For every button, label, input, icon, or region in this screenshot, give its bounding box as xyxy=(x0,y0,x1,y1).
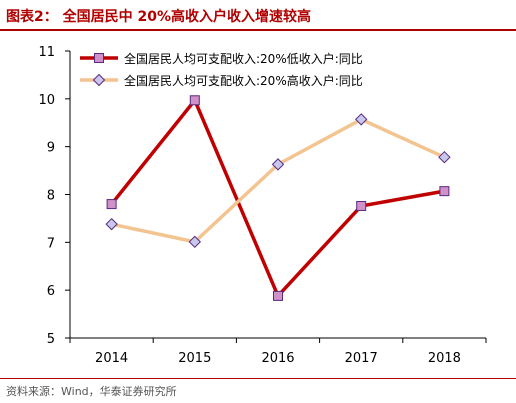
data-point xyxy=(354,113,368,126)
x-tick-label: 2016 xyxy=(261,351,294,366)
x-tick-label: 2014 xyxy=(95,351,128,366)
y-tick-label: 10 xyxy=(38,93,55,108)
data-point xyxy=(439,186,450,197)
y-tick-label: 5 xyxy=(47,332,55,347)
x-axis: 2014 2015 2016 2017 2018 xyxy=(69,337,487,366)
legend-marker xyxy=(94,53,104,63)
legend-marker xyxy=(92,73,106,87)
data-point xyxy=(189,95,200,106)
data-point xyxy=(273,290,283,301)
legend: 全国居民人均可支配收入:20%低收入户:同比全国居民人均可支配收入:20%高收入… xyxy=(80,51,363,88)
x-tick-label: 2017 xyxy=(345,351,378,366)
y-tick-label: 6 xyxy=(47,284,55,299)
data-point xyxy=(188,235,202,249)
y-tick-label: 9 xyxy=(47,141,55,156)
series-lines xyxy=(110,98,446,298)
y-tick-label: 8 xyxy=(47,189,55,204)
x-tick-label: 2018 xyxy=(428,351,461,366)
legend-label: 全国居民人均可支配收入:20%高收入户:同比 xyxy=(124,73,363,88)
series-markers xyxy=(105,95,451,301)
data-point xyxy=(106,199,117,210)
series-line-2 xyxy=(111,117,446,244)
chart-title: 图表2： 全国居民中 20%高收入户收入增速较高 xyxy=(6,9,311,25)
title-divider xyxy=(0,29,516,31)
footer-divider xyxy=(0,378,516,379)
y-tick-label: 11 xyxy=(38,45,55,60)
line-chart: 5 6 7 8 9 10 11 2014 2015 2016 2017 2018 全国居民人均可支配… xyxy=(38,45,487,366)
source-note: 资料来源：Wind，华泰证券研究所 xyxy=(6,385,177,398)
legend-label: 全国居民人均可支配收入:20%低收入户:同比 xyxy=(124,51,363,66)
series-line-1 xyxy=(110,98,445,298)
title-bar: 图表2： 全国居民中 20%高收入户收入增速较高 xyxy=(0,0,516,31)
data-point xyxy=(105,217,118,231)
y-axis: 5 6 7 8 9 10 11 xyxy=(38,45,71,347)
data-point xyxy=(438,150,451,164)
data-point xyxy=(271,158,285,171)
y-tick-label: 7 xyxy=(47,236,55,251)
data-point xyxy=(356,200,367,211)
x-tick-label: 2015 xyxy=(178,351,211,366)
